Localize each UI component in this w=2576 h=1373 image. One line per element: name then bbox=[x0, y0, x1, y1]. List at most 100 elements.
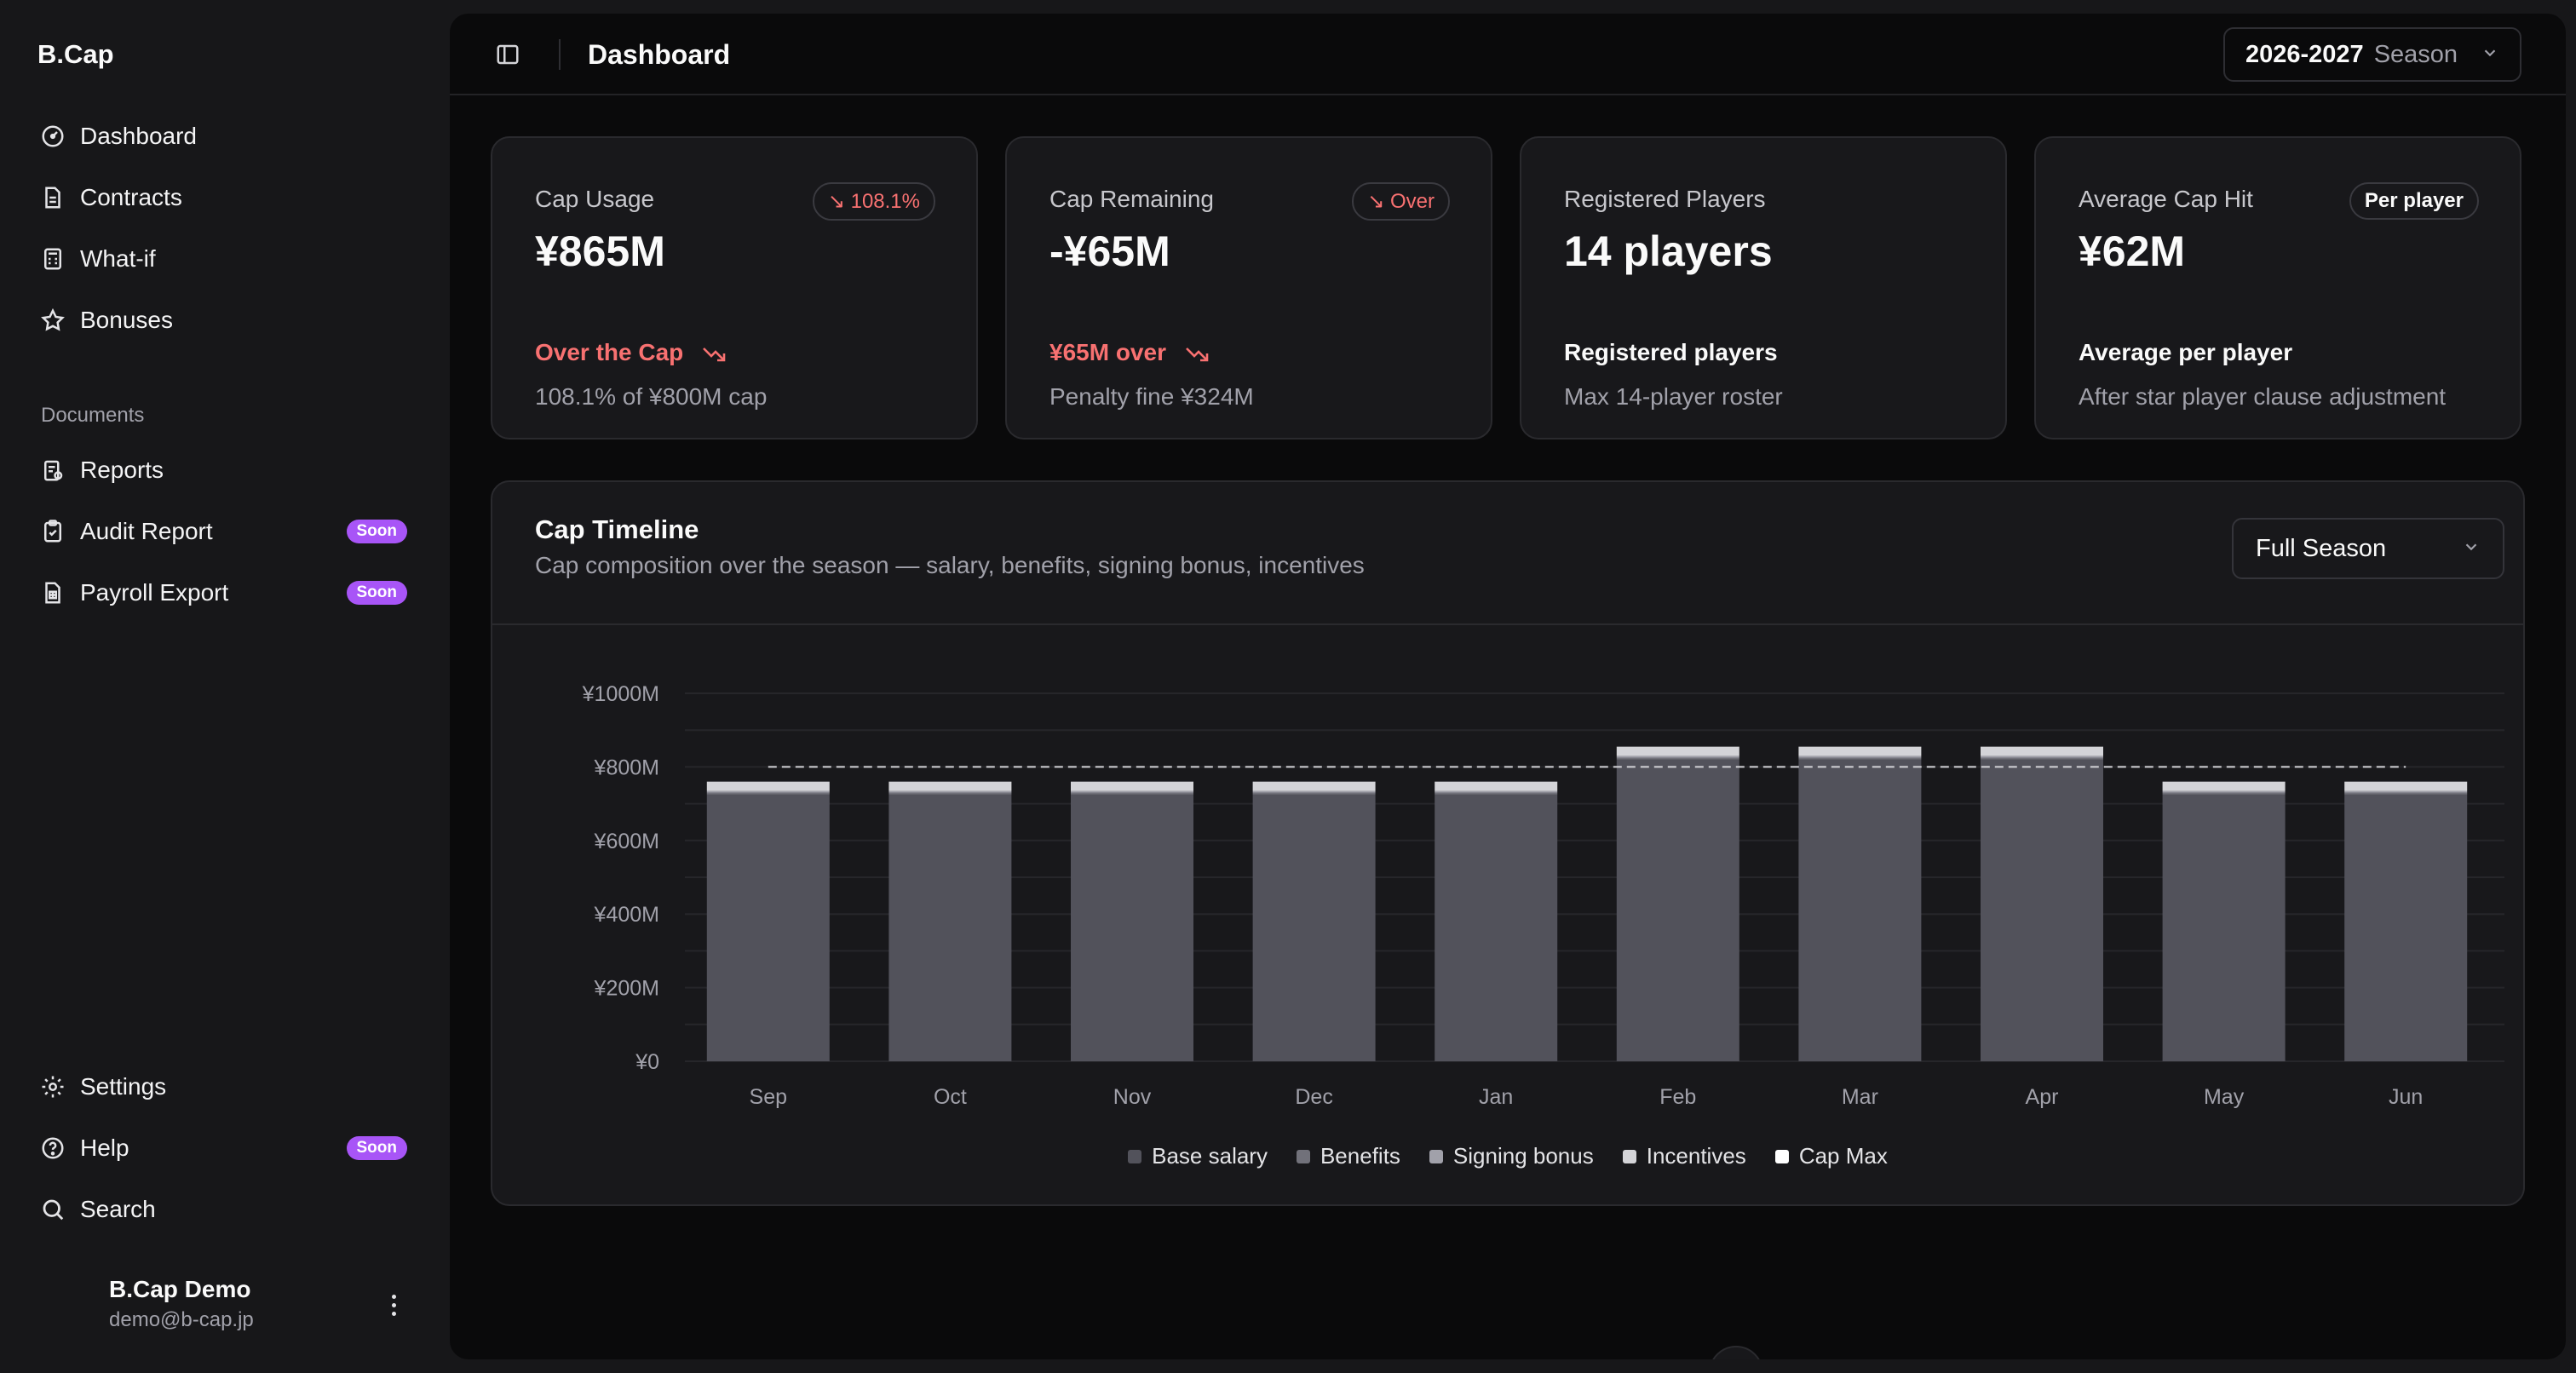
trend-down-icon bbox=[1185, 347, 1209, 361]
bar-segment bbox=[2162, 790, 2286, 793]
legend-swatch bbox=[1296, 1149, 1310, 1163]
nav-label: Search bbox=[80, 1196, 156, 1222]
card-sub: Max 14-player roster bbox=[1564, 383, 1783, 410]
x-tick-label: Oct bbox=[934, 1085, 967, 1109]
x-tick-label: Mar bbox=[1842, 1085, 1878, 1109]
legend-item: Incentives bbox=[1622, 1143, 1746, 1169]
legend-label: Benefits bbox=[1320, 1143, 1400, 1169]
bar-segment bbox=[2162, 792, 2286, 795]
legend-swatch bbox=[1128, 1149, 1142, 1163]
legend-label: Incentives bbox=[1646, 1143, 1746, 1169]
brand-logo[interactable]: B.Cap bbox=[37, 39, 114, 69]
bar-segment bbox=[1798, 757, 1922, 760]
clipboard-icon bbox=[37, 516, 68, 547]
help-icon bbox=[37, 1133, 68, 1163]
x-tick-label: Nov bbox=[1113, 1085, 1152, 1109]
y-tick-label: ¥400M bbox=[594, 903, 659, 927]
bar-segment bbox=[2344, 794, 2468, 1061]
card-note: Average per player bbox=[2079, 339, 2293, 365]
card-value: ¥62M bbox=[2079, 227, 2186, 275]
legend-item: Base salary bbox=[1128, 1143, 1268, 1169]
range-select[interactable]: Full Season bbox=[2232, 518, 2504, 579]
season-label: Season bbox=[2373, 40, 2458, 68]
star-icon bbox=[37, 305, 68, 336]
bar-segment bbox=[2344, 781, 2468, 791]
sidebar: B.Cap Dashboard Contracts What-if Bonuse… bbox=[0, 0, 450, 1373]
nav-label: Reports bbox=[80, 457, 164, 483]
range-value: Full Season bbox=[2256, 534, 2387, 562]
nav-search[interactable]: Search bbox=[37, 1186, 412, 1233]
bar-segment bbox=[2162, 781, 2286, 791]
bar-segment bbox=[1798, 755, 1922, 758]
user-email: demo@b-cap.jp bbox=[109, 1308, 254, 1331]
nav-payroll-export[interactable]: Payroll Export Soon bbox=[37, 569, 412, 617]
calculator-icon bbox=[37, 244, 68, 274]
section-label-documents: Documents bbox=[41, 404, 145, 427]
nav-label: Audit Report bbox=[80, 518, 213, 544]
bar-segment bbox=[1071, 794, 1193, 1061]
nav-settings[interactable]: Settings bbox=[37, 1063, 412, 1111]
kpi-card-average-cap-hit: Average Cap Hit Per player ¥62M Average … bbox=[2034, 136, 2521, 439]
legend-item: Signing bonus bbox=[1429, 1143, 1594, 1169]
bar-segment bbox=[2344, 790, 2468, 793]
bar-segment bbox=[1071, 790, 1193, 793]
x-tick-label: Feb bbox=[1659, 1085, 1696, 1109]
chevron-down-icon bbox=[2462, 535, 2481, 563]
soon-badge: Soon bbox=[346, 520, 407, 543]
bar-segment bbox=[706, 781, 830, 791]
y-tick-label: ¥0 bbox=[635, 1050, 659, 1074]
card-value: 14 players bbox=[1564, 227, 1773, 275]
nav-label: Dashboard bbox=[80, 123, 197, 149]
nav-contracts[interactable]: Contracts bbox=[37, 174, 412, 221]
user-profile[interactable]: B.Cap Demo demo@b-cap.jp bbox=[109, 1276, 254, 1332]
legend-swatch bbox=[1622, 1149, 1636, 1163]
trend-badge: ↘ 108.1% bbox=[812, 182, 935, 221]
bar-segment bbox=[1981, 746, 2103, 756]
card-note: ¥65M over bbox=[1049, 339, 1210, 366]
nav-dashboard[interactable]: Dashboard bbox=[37, 112, 412, 160]
x-tick-label: Dec bbox=[1295, 1085, 1332, 1109]
card-value: -¥65M bbox=[1049, 227, 1170, 275]
bar-segment bbox=[1252, 790, 1376, 793]
main-panel: Dashboard 2026-2027 Season Cap Usage ↘ 1… bbox=[450, 14, 2566, 1359]
x-tick-label: May bbox=[2204, 1085, 2245, 1109]
season-select[interactable]: 2026-2027 Season bbox=[2223, 27, 2521, 82]
nav-label: Contracts bbox=[80, 184, 182, 210]
report-icon bbox=[37, 455, 68, 485]
nav-what-if[interactable]: What-if bbox=[37, 235, 412, 283]
y-tick-label: ¥600M bbox=[594, 830, 659, 853]
nav-reports[interactable]: Reports bbox=[37, 446, 412, 494]
bar-segment bbox=[1616, 755, 1739, 758]
card-value: ¥865M bbox=[535, 227, 665, 275]
legend-item: Benefits bbox=[1296, 1143, 1400, 1169]
sidebar-toggle-icon[interactable] bbox=[491, 37, 525, 72]
card-note: Registered players bbox=[1564, 339, 1778, 365]
legend-swatch bbox=[1429, 1149, 1443, 1163]
card-label: Cap Remaining bbox=[1049, 186, 1214, 212]
nav-label: Settings bbox=[80, 1073, 167, 1100]
page-title: Dashboard bbox=[588, 39, 731, 70]
chart-title: Cap Timeline bbox=[535, 514, 699, 544]
card-sub: Penalty fine ¥324M bbox=[1049, 383, 1254, 410]
bar-segment bbox=[1435, 794, 1558, 1061]
x-tick-label: Apr bbox=[2026, 1085, 2059, 1109]
nav-audit-report[interactable]: Audit Report Soon bbox=[37, 508, 412, 555]
chart-legend: Base salary Benefits Signing bonus Incentiv… bbox=[492, 1143, 2523, 1169]
nav-label: Bonuses bbox=[80, 307, 173, 333]
per-player-badge: Per player bbox=[2349, 182, 2479, 220]
nav-bonuses[interactable]: Bonuses bbox=[37, 296, 412, 344]
card-sub: After star player clause adjustment bbox=[2079, 383, 2447, 410]
bar-segment bbox=[888, 792, 1012, 795]
card-label: Cap Usage bbox=[535, 186, 655, 212]
y-tick-label: ¥200M bbox=[594, 977, 659, 1001]
divider bbox=[492, 623, 2523, 625]
cap-timeline-chart: ¥0 ¥200M ¥400M ¥600M ¥800M ¥1000M Sep Oct Nov Dec… bbox=[582, 682, 2504, 1109]
nav-label: Payroll Export bbox=[80, 579, 229, 606]
user-menu-icon[interactable] bbox=[382, 1288, 405, 1322]
nav-help[interactable]: Help Soon bbox=[37, 1124, 412, 1172]
bar-segment bbox=[1616, 757, 1739, 760]
x-tick-label: Jan bbox=[1479, 1085, 1513, 1109]
y-tick-label: ¥1000M bbox=[582, 682, 659, 706]
bar-segment bbox=[888, 794, 1012, 1061]
bar-segment bbox=[1981, 759, 2103, 1061]
